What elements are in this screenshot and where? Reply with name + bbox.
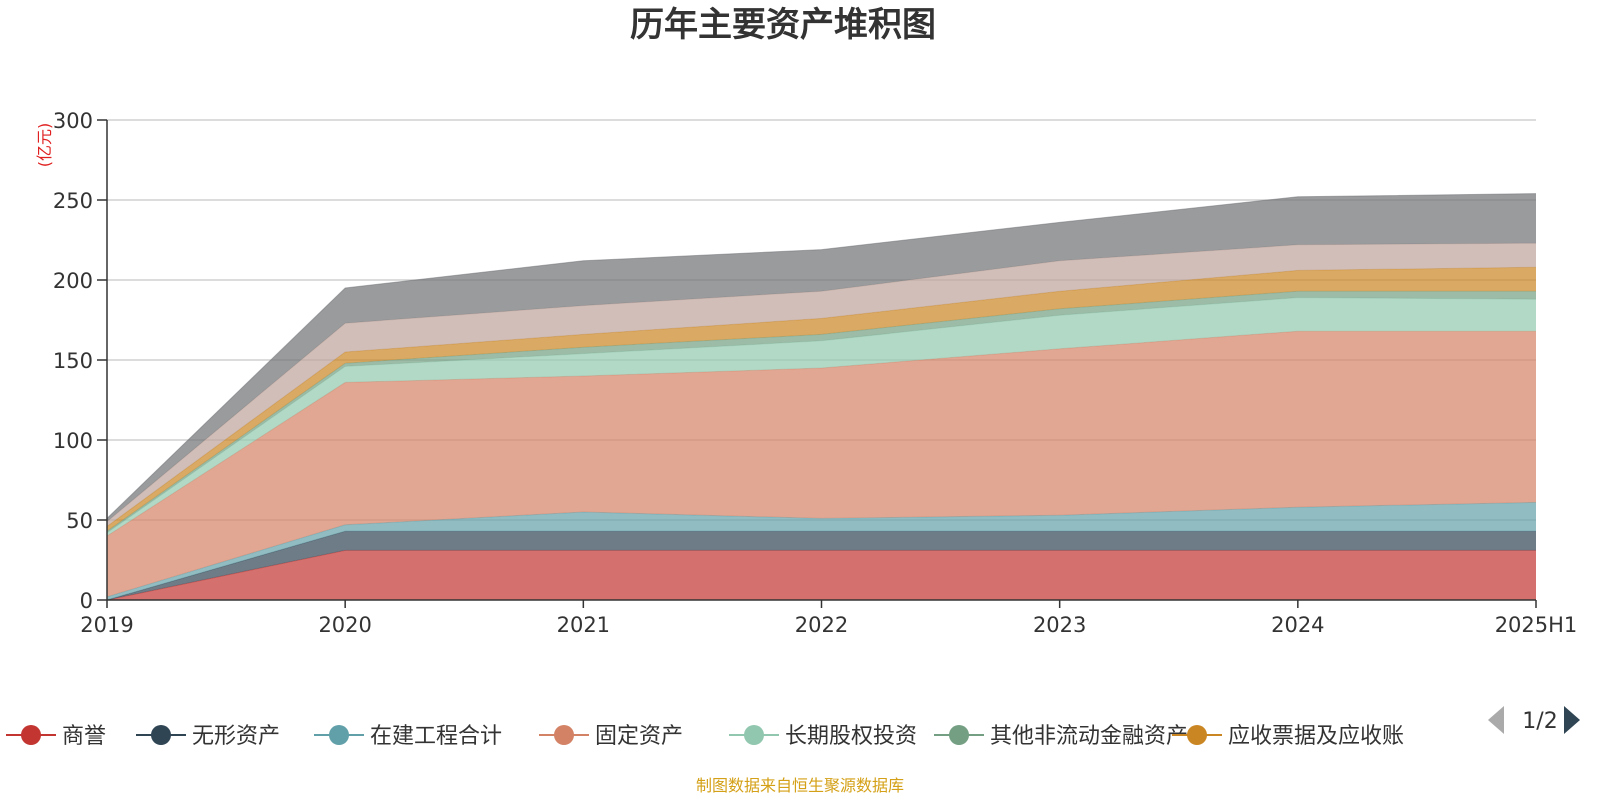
legend-marker-icon (151, 725, 171, 745)
area-series-8 (107, 243, 1536, 527)
area-series-4 (107, 331, 1536, 597)
area-series-2 (107, 531, 1536, 600)
legend-label: 固定资产 (595, 724, 683, 749)
axes: 0 50 100 150 200 250 300 2019 2020 2021 2022 2023 20… (53, 109, 1577, 637)
legend-item-6[interactable]: 其他非流动金融资产 (934, 724, 1188, 749)
legend-marker-icon (949, 725, 969, 745)
legend-marker-icon (329, 725, 349, 745)
legend-marker-icon (554, 725, 574, 745)
area-series-3 (107, 502, 1536, 600)
legend-pager: 1/2 (1488, 706, 1580, 734)
legend-item-1[interactable]: 商誉 (6, 724, 106, 749)
legend-item-2[interactable]: 无形资产 (136, 724, 280, 749)
area-series-6 (107, 291, 1536, 533)
legend-marker-icon (21, 725, 41, 745)
x-tick-label: 2023 (1033, 613, 1086, 637)
legend[interactable]: 商誉 无形资产 在建工程合计 固定资产 长期股权投资 其他非流动金融资产 应收票据及应收账 (6, 724, 1404, 749)
plot-areas (106, 193, 1537, 601)
legend-item-7[interactable]: 应收票据及应收账 (1172, 724, 1404, 749)
legend-page-indicator: 1/2 (1522, 709, 1557, 734)
legend-label: 长期股权投资 (785, 724, 917, 749)
legend-marker-icon (744, 725, 764, 745)
legend-item-3[interactable]: 在建工程合计 (314, 724, 502, 749)
legend-item-5[interactable]: 长期股权投资 (729, 724, 917, 749)
x-tick-label: 2019 (80, 613, 133, 637)
y-tick-label: 300 (53, 109, 93, 133)
x-tick-label: 2025H1 (1495, 613, 1578, 637)
x-tick-label: 2022 (795, 613, 848, 637)
y-axis-unit: (亿元) (35, 123, 54, 168)
legend-item-4[interactable]: 固定资产 (539, 724, 683, 749)
legend-label: 其他非流动金融资产 (990, 724, 1188, 749)
area-series-5 (107, 297, 1536, 536)
y-tick-label: 150 (53, 349, 93, 373)
data-source-note: 制图数据来自恒生聚源数据库 (696, 776, 904, 795)
x-tick-label: 2021 (557, 613, 610, 637)
area-series-9 (107, 193, 1536, 522)
y-tick-label: 100 (53, 429, 93, 453)
legend-marker-icon (1187, 725, 1207, 745)
legend-label: 商誉 (62, 724, 106, 749)
area-series-1 (107, 550, 1536, 600)
legend-prev-arrow-icon[interactable] (1488, 706, 1504, 734)
area-series-7 (107, 267, 1536, 532)
x-tick-label: 2024 (1271, 613, 1324, 637)
x-tick-label: 2020 (318, 613, 371, 637)
y-tick-label: 50 (66, 509, 93, 533)
y-tick-label: 200 (53, 269, 93, 293)
legend-label: 应收票据及应收账 (1228, 724, 1404, 749)
chart-title: 历年主要资产堆积图 (630, 5, 936, 45)
y-tick-label: 250 (53, 189, 93, 213)
legend-label: 无形资产 (192, 724, 280, 749)
legend-label: 在建工程合计 (370, 724, 502, 749)
y-tick-label: 0 (80, 589, 93, 613)
legend-next-arrow-icon[interactable] (1564, 706, 1580, 734)
area-series-9-edge (106, 193, 1537, 519)
